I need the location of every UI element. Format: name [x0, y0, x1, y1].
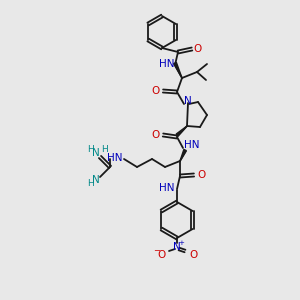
Text: O: O — [152, 86, 160, 96]
Text: −: − — [154, 247, 160, 256]
Text: H: H — [100, 145, 107, 154]
Polygon shape — [174, 62, 182, 78]
Text: HN: HN — [159, 183, 175, 193]
Text: N: N — [92, 175, 100, 185]
Text: H: H — [87, 179, 93, 188]
Text: O: O — [158, 250, 166, 260]
Text: O: O — [197, 170, 205, 180]
Text: N: N — [184, 96, 192, 106]
Text: O: O — [189, 250, 197, 260]
Text: H: H — [87, 145, 93, 154]
Text: O: O — [194, 44, 202, 54]
Text: HN: HN — [159, 59, 175, 69]
Text: N: N — [92, 148, 100, 158]
Text: +: + — [178, 240, 184, 246]
Text: HN: HN — [107, 153, 123, 163]
Polygon shape — [180, 149, 186, 161]
Text: HN: HN — [184, 140, 200, 150]
Text: O: O — [152, 130, 160, 140]
Polygon shape — [176, 126, 187, 136]
Text: N: N — [173, 242, 181, 252]
